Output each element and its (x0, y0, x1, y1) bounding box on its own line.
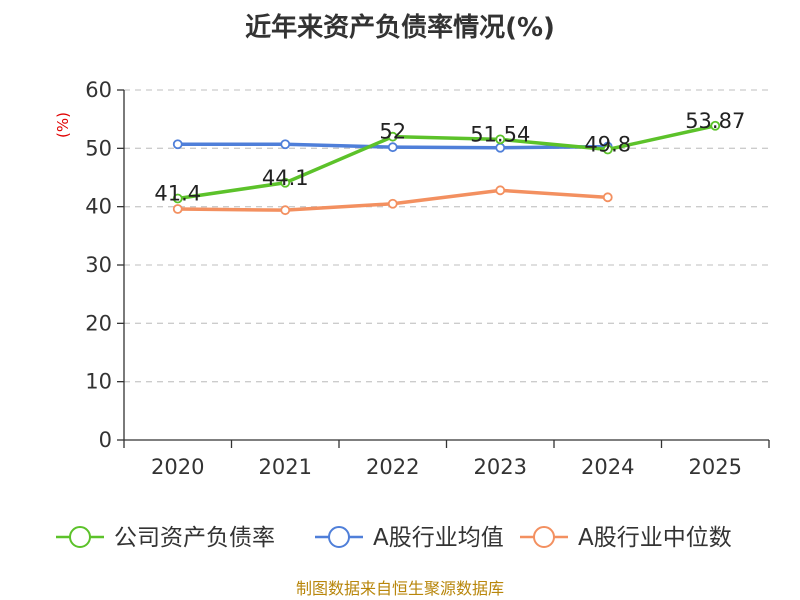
legend-label: A股行业均值 (373, 525, 504, 551)
series-3 (172, 185, 613, 216)
source-note: 制图数据来自恒生聚源数据库 (296, 579, 504, 598)
data-point (172, 204, 183, 214)
data-labels: 41.4 44.1 52 51.54 49.8 53.87 (154, 109, 745, 206)
data-point (495, 185, 506, 196)
legend-marker (69, 526, 91, 548)
legend-item-3: A股行业中位数 (520, 525, 732, 551)
data-label: 41.4 (154, 182, 201, 206)
data-point (387, 131, 398, 142)
legend-item-1: 公司资产负债率 (56, 525, 275, 551)
data-point (172, 193, 183, 204)
data-label: 51.54 (470, 122, 530, 146)
data-point (602, 144, 613, 155)
data-label: 44.1 (262, 166, 309, 190)
y-tick-label: 20 (85, 311, 112, 335)
y-tick-label: 40 (85, 195, 112, 219)
x-tick-label: 2022 (366, 455, 419, 479)
x-tick-label: 2023 (474, 455, 527, 479)
y-tick-label: 10 (85, 370, 112, 394)
legend-item-2: A股行业均值 (315, 525, 504, 551)
data-label: 52 (379, 120, 406, 144)
data-point (280, 177, 291, 188)
y-tick-label: 0 (99, 428, 112, 452)
legend-label: A股行业中位数 (578, 525, 732, 551)
data-point (280, 139, 291, 150)
x-tick-label: 2025 (689, 455, 742, 479)
data-point (602, 192, 613, 203)
legend-marker (328, 526, 350, 548)
x-tick-label: 2021 (259, 455, 312, 479)
legend-label: 公司资产负债率 (114, 525, 275, 551)
y-tick-label: 30 (85, 253, 112, 277)
data-point (280, 205, 291, 216)
series-layer (172, 120, 721, 216)
data-point (710, 120, 721, 131)
data-label: 53.87 (685, 109, 745, 133)
chart-title: 近年来资产负债率情况(%) (245, 12, 555, 43)
axes: 0 10 20 30 40 50 60 2020 2021 2022 2023 2024 2025 (85, 78, 770, 479)
data-point (495, 134, 506, 145)
data-label: 49.8 (584, 133, 631, 157)
data-point (387, 142, 398, 153)
series-line (177, 124, 716, 201)
y-tick-label: 60 (85, 78, 112, 102)
legend-marker (533, 526, 555, 548)
y-axis-label: (%) (54, 112, 72, 138)
x-tick-label: 2024 (581, 455, 634, 479)
data-point (172, 139, 183, 150)
x-tick-label: 2020 (151, 455, 204, 479)
legend: 公司资产负债率 A股行业均值 A股行业中位数 (56, 525, 732, 551)
data-point (387, 198, 398, 209)
series-1 (172, 120, 721, 204)
y-tick-label: 50 (85, 136, 112, 160)
